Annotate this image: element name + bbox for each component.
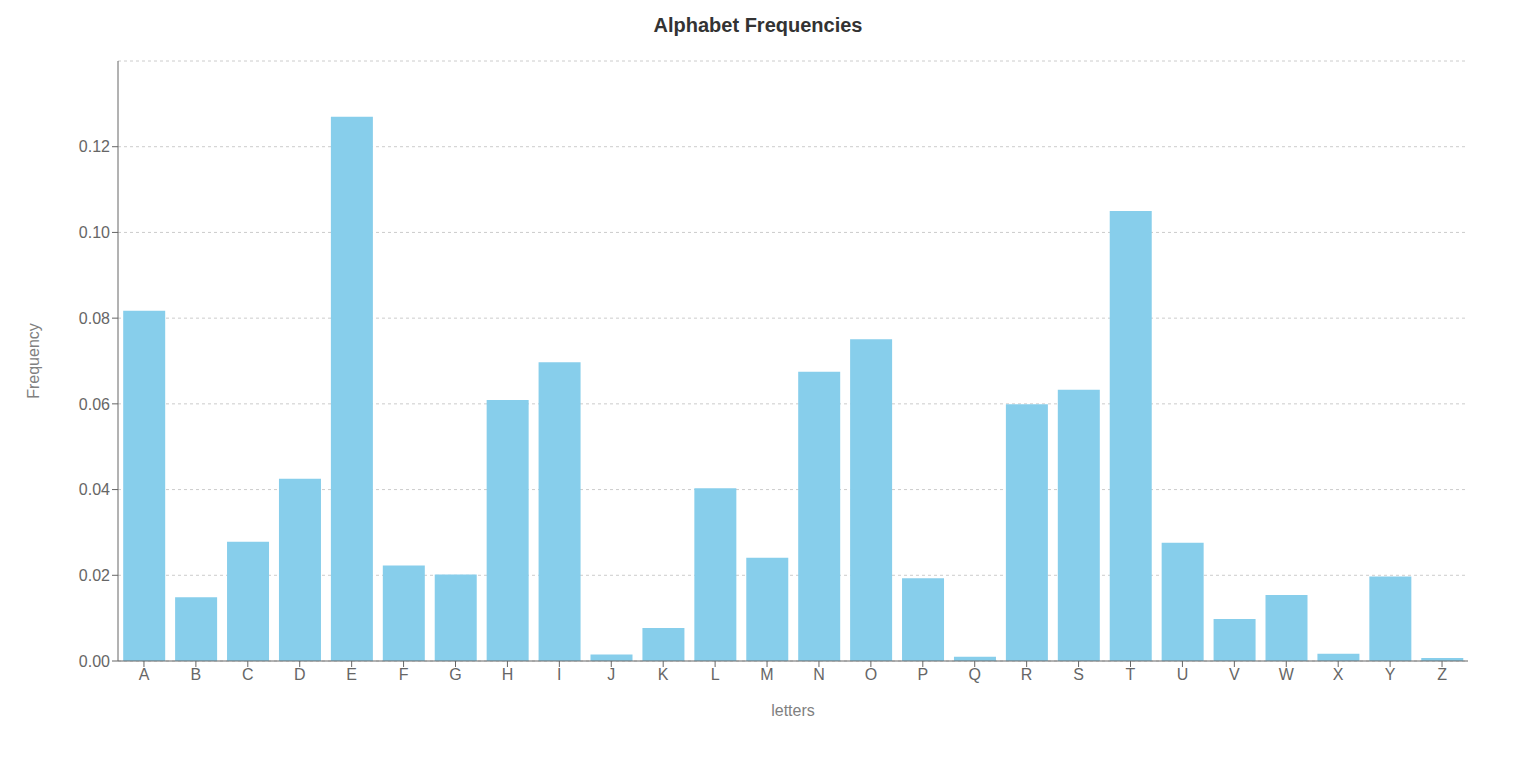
svg-text:0.00: 0.00	[79, 653, 110, 670]
svg-text:W: W	[1279, 666, 1295, 683]
svg-text:Z: Z	[1437, 666, 1447, 683]
svg-text:0.02: 0.02	[79, 567, 110, 584]
svg-text:I: I	[557, 666, 561, 683]
svg-text:0.08: 0.08	[79, 310, 110, 327]
svg-text:0.10: 0.10	[79, 224, 110, 241]
svg-text:F: F	[399, 666, 409, 683]
html-text:Alphabet Frequencies: Alphabet Frequencies	[653, 14, 863, 36]
svg-text:0.06: 0.06	[79, 396, 110, 413]
svg-text:A: A	[139, 666, 150, 683]
svg-text:B: B	[191, 666, 202, 683]
svg-text:J: J	[607, 666, 615, 683]
svg-text:O: O	[865, 666, 877, 683]
svg-text:P: P	[917, 666, 928, 683]
svg-text:Frequency: Frequency	[25, 323, 42, 399]
svg-text:D: D	[294, 666, 306, 683]
svg-text:0.04: 0.04	[79, 481, 110, 498]
svg-text:L: L	[711, 666, 720, 683]
svg-text:Y: Y	[1385, 666, 1396, 683]
svg-text:G: G	[449, 666, 461, 683]
svg-text:N: N	[813, 666, 825, 683]
svg-text:0.12: 0.12	[79, 138, 110, 155]
svg-text:K: K	[658, 666, 669, 683]
svg-text:letters: letters	[771, 702, 815, 719]
svg-text:S: S	[1073, 666, 1084, 683]
svg-text:X: X	[1333, 666, 1344, 683]
svg-text:Q: Q	[969, 666, 981, 683]
svg-text:H: H	[502, 666, 514, 683]
svg-text:R: R	[1021, 666, 1033, 683]
svg-text:E: E	[346, 666, 357, 683]
svg-text:U: U	[1177, 666, 1189, 683]
svg-text:V: V	[1229, 666, 1240, 683]
svg-text:M: M	[760, 666, 773, 683]
svg-text:C: C	[242, 666, 254, 683]
svg-text:T: T	[1126, 666, 1136, 683]
